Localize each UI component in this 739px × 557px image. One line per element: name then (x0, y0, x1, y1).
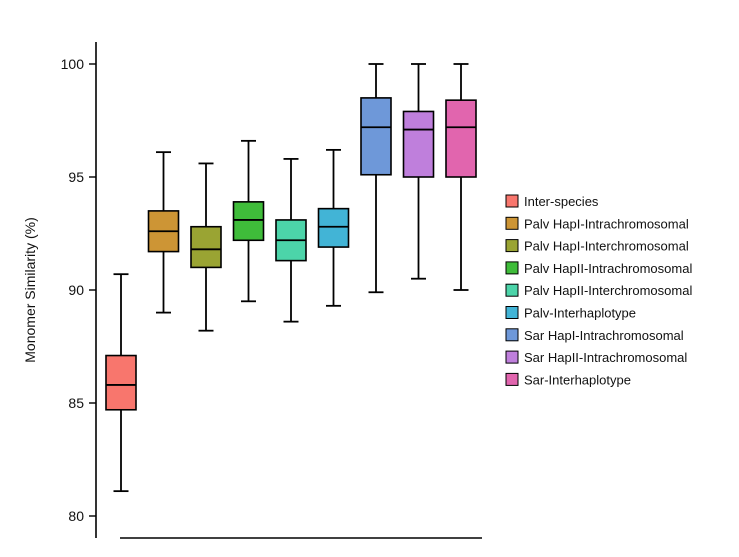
legend-swatch (505, 350, 519, 364)
legend-swatch (505, 261, 519, 275)
iqr-box (360, 97, 392, 176)
legend-swatch (505, 283, 519, 297)
legend-item-0: Inter-species (505, 194, 599, 209)
legend-label: Inter-species (524, 194, 599, 209)
box-1 (147, 151, 180, 314)
legend-swatch (505, 194, 519, 208)
y-tick-label: 100 (61, 56, 85, 72)
iqr-box (105, 354, 137, 411)
box-6 (360, 63, 392, 294)
legend-label: Palv HapII-Interchromosomal (524, 283, 692, 298)
boxes (105, 63, 477, 493)
legend-item-7: Sar HapII-Intrachromosomal (505, 350, 687, 365)
box-8 (445, 63, 477, 291)
y-tick-label: 95 (68, 169, 84, 185)
legend-label: Sar HapII-Intrachromosomal (524, 350, 687, 365)
y-tick-label: 85 (68, 395, 84, 411)
iqr-box (402, 110, 435, 178)
box-5 (317, 148, 350, 307)
legend-label: Sar HapI-Intrachromosomal (524, 328, 684, 343)
legend-item-6: Sar HapI-Intrachromosomal (505, 328, 684, 343)
box-3 (232, 139, 265, 303)
legend-swatch (505, 216, 519, 230)
legend-swatch (505, 239, 519, 253)
legend-item-3: Palv HapII-Intrachromosomal (505, 261, 692, 276)
legend-swatch (505, 372, 519, 386)
legend-swatch (505, 328, 519, 342)
legend-item-1: Palv HapI-Intrachromosomal (505, 216, 689, 231)
box-0 (105, 273, 137, 493)
box-2 (190, 162, 222, 332)
iqr-box (317, 207, 350, 248)
legend-label: Sar-Interhaplotype (524, 372, 631, 387)
box-4 (275, 158, 307, 323)
legend-label: Palv HapI-Interchromosomal (524, 239, 689, 254)
legend-item-8: Sar-Interhaplotype (505, 372, 631, 387)
legend-label: Palv HapI-Intrachromosomal (524, 216, 689, 231)
box-7 (402, 63, 435, 280)
legend-item-2: Palv HapI-Interchromosomal (505, 239, 689, 254)
y-axis-label: Monomer Similarity (%) (22, 217, 38, 362)
legend: Inter-species Palv HapI-Intrachromosomal P… (505, 194, 692, 387)
legend-label: Palv HapII-Intrachromosomal (524, 261, 692, 276)
iqr-box (232, 201, 265, 242)
legend-item-5: Palv-Interhaplotype (505, 306, 636, 321)
legend-swatch (505, 306, 519, 319)
legend-label: Palv-Interhaplotype (524, 306, 636, 321)
iqr-box (190, 225, 222, 269)
legend-item-4: Palv HapII-Interchromosomal (505, 283, 692, 298)
iqr-box (445, 99, 477, 178)
y-tick-label: 90 (68, 282, 84, 298)
axes: 80 85 90 95 100 (61, 42, 482, 539)
y-tick-label: 80 (68, 508, 84, 524)
